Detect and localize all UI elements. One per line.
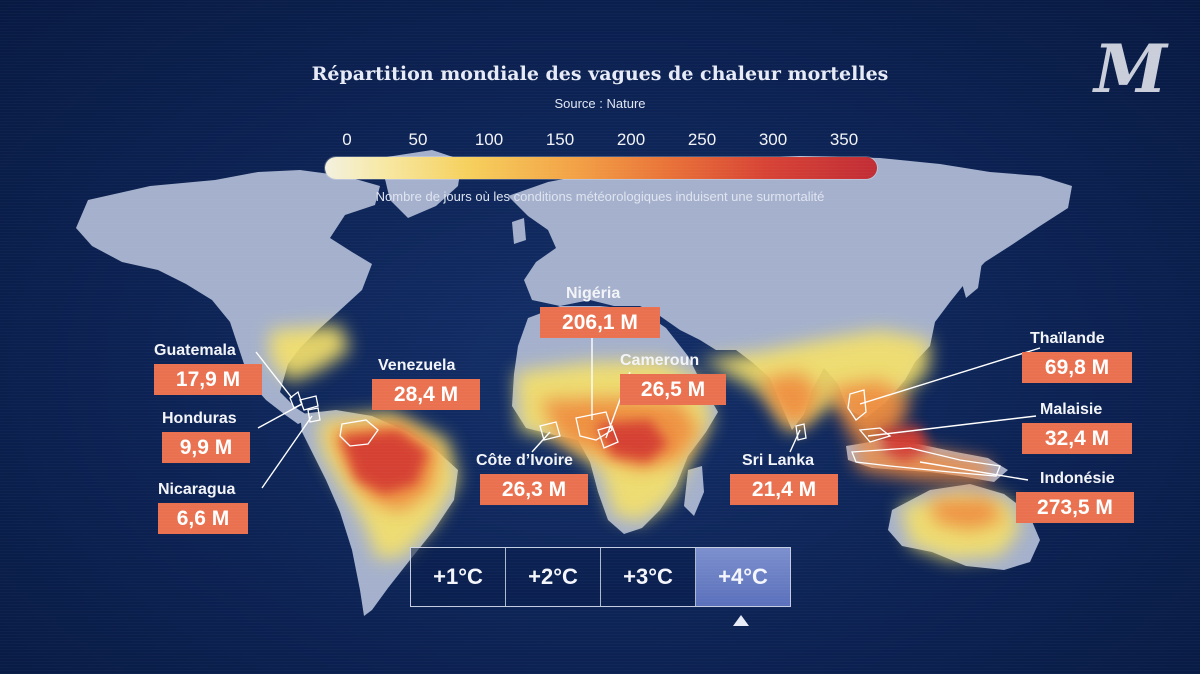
scale-tick: 250 — [687, 130, 717, 149]
scale-tick: 100 — [474, 130, 504, 149]
scale-tick: 350 — [829, 130, 859, 149]
temp-option-1c[interactable]: +1°C — [411, 548, 506, 606]
country-label-cameroon: Cameroun — [620, 352, 700, 369]
map-title: Répartition mondiale des vagues de chale… — [311, 63, 889, 85]
country-value-thailand: 69,8 M — [1022, 352, 1132, 383]
leader-malaysia — [867, 415, 1037, 437]
country-label-nicaragua: Nicaragua — [158, 481, 236, 498]
leader-cote-ivoire — [531, 431, 551, 453]
country-label-guatemala: Guatemala — [154, 342, 236, 359]
temp-option-3c[interactable]: +3°C — [601, 548, 696, 606]
map-source: Source : Nature — [554, 96, 646, 111]
selected-indicator-icon — [733, 615, 749, 626]
outline-thailand — [847, 389, 867, 421]
land-uk — [512, 218, 526, 244]
color-scale-ticks: 0 50 100 150 200 250 300 350 — [325, 130, 877, 152]
land-north-america — [76, 170, 380, 424]
country-label-indonesia: Indonésie — [1040, 470, 1115, 487]
country-value-nicaragua: 6,6 M — [158, 503, 248, 534]
le-monde-logo: M — [1094, 30, 1168, 108]
scale-tick: 0 — [342, 130, 352, 149]
outline-honduras — [299, 395, 319, 411]
country-label-cote-ivoire: Côte d’Ivoire — [476, 452, 573, 469]
color-scale-bar — [325, 157, 877, 179]
country-value-sri-lanka: 21,4 M — [730, 474, 838, 505]
heat-zone-north-australia — [930, 498, 1004, 530]
country-value-venezuela: 28,4 M — [372, 379, 480, 410]
temperature-selector: +1°C +2°C +3°C +4°C — [410, 547, 791, 607]
country-value-guatemala: 17,9 M — [154, 364, 262, 395]
outline-malaysia — [858, 427, 892, 443]
land-madagascar — [684, 466, 704, 516]
country-value-nigeria: 206,1 M — [540, 307, 660, 338]
temp-option-2c[interactable]: +2°C — [506, 548, 601, 606]
country-label-nigeria: Nigéria — [566, 285, 621, 302]
land-eurasia — [508, 156, 1072, 430]
outline-nigeria — [575, 411, 613, 441]
scale-tick: 200 — [616, 130, 646, 149]
outline-venezuela — [339, 419, 379, 447]
leader-sri-lanka — [789, 429, 801, 453]
country-outlines — [289, 389, 1001, 477]
heat-zone-borneo — [880, 426, 930, 462]
outline-cote-ivoire — [539, 421, 561, 441]
leader-guatemala — [255, 351, 293, 399]
country-value-indonesia: 273,5 M — [1016, 492, 1134, 523]
temp-option-4c[interactable]: +4°C — [696, 548, 790, 606]
leader-thailand — [859, 347, 1041, 405]
country-value-honduras: 9,9 M — [162, 432, 250, 463]
heat-zone-india — [760, 372, 820, 428]
color-scale-caption: Nombre de jours où les conditions météor… — [375, 189, 825, 204]
country-label-venezuela: Venezuela — [378, 357, 456, 374]
outline-indonesia — [851, 447, 1001, 477]
scale-tick: 300 — [758, 130, 788, 149]
country-label-sri-lanka: Sri Lanka — [742, 452, 815, 469]
outline-nicaragua — [307, 407, 321, 423]
country-value-malaysia: 32,4 M — [1022, 423, 1132, 454]
heat-zones-red — [340, 420, 930, 494]
scale-tick: 150 — [545, 130, 575, 149]
country-value-cote-ivoire: 26,3 M — [480, 474, 588, 505]
heat-zone-north-america — [270, 325, 350, 382]
leader-indonesia — [919, 461, 1029, 481]
scale-tick: 50 — [408, 130, 428, 149]
heat-zone-amazon — [340, 430, 428, 494]
outline-cameroon — [597, 425, 619, 449]
country-label-thailand: Thaïlande — [1030, 330, 1105, 347]
leader-nicaragua — [261, 415, 313, 489]
heat-zone-indonesia — [850, 448, 990, 482]
leader-lines — [255, 336, 1041, 489]
country-label-malaysia: Malaisie — [1040, 401, 1103, 418]
country-value-cameroon: 26,5 M — [620, 374, 726, 405]
country-label-honduras: Honduras — [162, 410, 237, 427]
leader-honduras — [257, 403, 303, 429]
land-japan — [960, 252, 982, 298]
